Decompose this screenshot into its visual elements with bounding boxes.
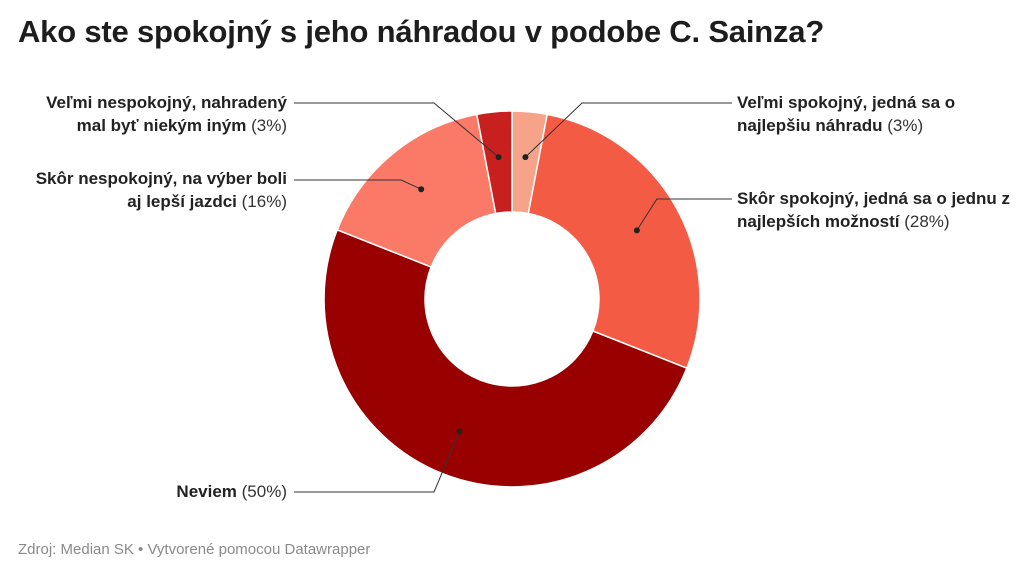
slice-velmi-nespokojny	[475, 110, 513, 215]
chart-title: Ako ste spokojný s jeho náhradou v podob…	[18, 14, 825, 49]
leader-dot-skor-spokojny	[633, 227, 640, 234]
label-name: Skôr spokojný, jedná sa o jednu z najlep…	[737, 189, 1011, 231]
label-name: Neviem	[176, 482, 237, 501]
label-neviem: Neviem (50%)	[27, 480, 287, 503]
slice-skor-nespokojny	[336, 113, 497, 268]
leader-dot-velmi-nespokojny	[495, 154, 502, 161]
leader-dot-neviem	[456, 428, 463, 435]
leader-line-neviem	[294, 431, 461, 493]
leader-dot-velmi-spokojny	[522, 154, 529, 161]
leader-line-velmi-spokojny	[525, 102, 732, 158]
slice-skor-spokojny	[527, 113, 701, 370]
label-velmi-nespokojny: Veľmi nespokojný, nahradený mal byť niek…	[27, 91, 287, 137]
leader-line-skor-nespokojny	[294, 179, 422, 190]
label-pct: (50%)	[241, 482, 287, 501]
leader-dot-skor-nespokojny	[418, 186, 425, 193]
label-name: Skôr nespokojný, na výber boli aj lepší …	[35, 169, 287, 211]
label-skor-spokojny: Skôr spokojný, jedná sa o jednu z najlep…	[737, 187, 1017, 233]
leader-line-velmi-nespokojny	[294, 102, 499, 158]
slice-neviem	[323, 228, 688, 488]
label-name: Veľmi spokojný, jedná sa o najlepšiu náh…	[737, 93, 956, 135]
source-footer: Zdroj: Median SK • Vytvorené pomocou Dat…	[18, 541, 371, 558]
leader-line-skor-spokojny	[636, 198, 732, 231]
label-pct: (3%)	[251, 116, 287, 135]
label-pct: (16%)	[241, 192, 287, 211]
label-velmi-spokojny: Veľmi spokojný, jedná sa o najlepšiu náh…	[737, 91, 1007, 137]
label-pct: (28%)	[904, 212, 950, 231]
label-skor-nespokojny: Skôr nespokojný, na výber boli aj lepší …	[17, 167, 287, 213]
label-pct: (3%)	[887, 116, 924, 135]
label-name: Veľmi nespokojný, nahradený mal byť niek…	[46, 93, 287, 135]
